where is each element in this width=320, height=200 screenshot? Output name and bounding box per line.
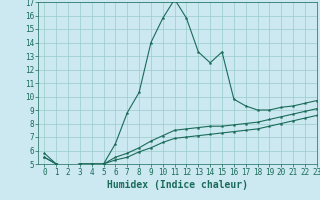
X-axis label: Humidex (Indice chaleur): Humidex (Indice chaleur) <box>107 180 248 190</box>
